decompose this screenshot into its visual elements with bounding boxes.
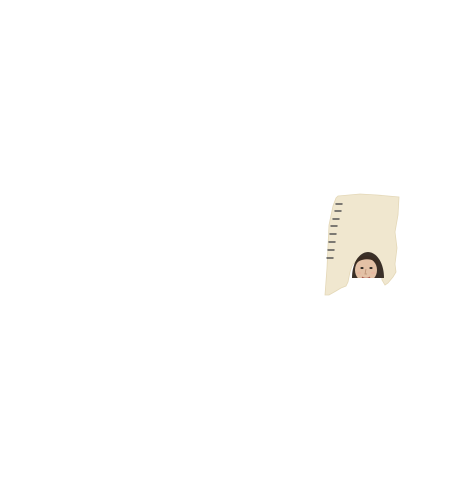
ruler-ticks-icon <box>326 203 343 259</box>
torn-paper <box>324 193 400 296</box>
torn-paper-figure-icon <box>324 193 400 296</box>
